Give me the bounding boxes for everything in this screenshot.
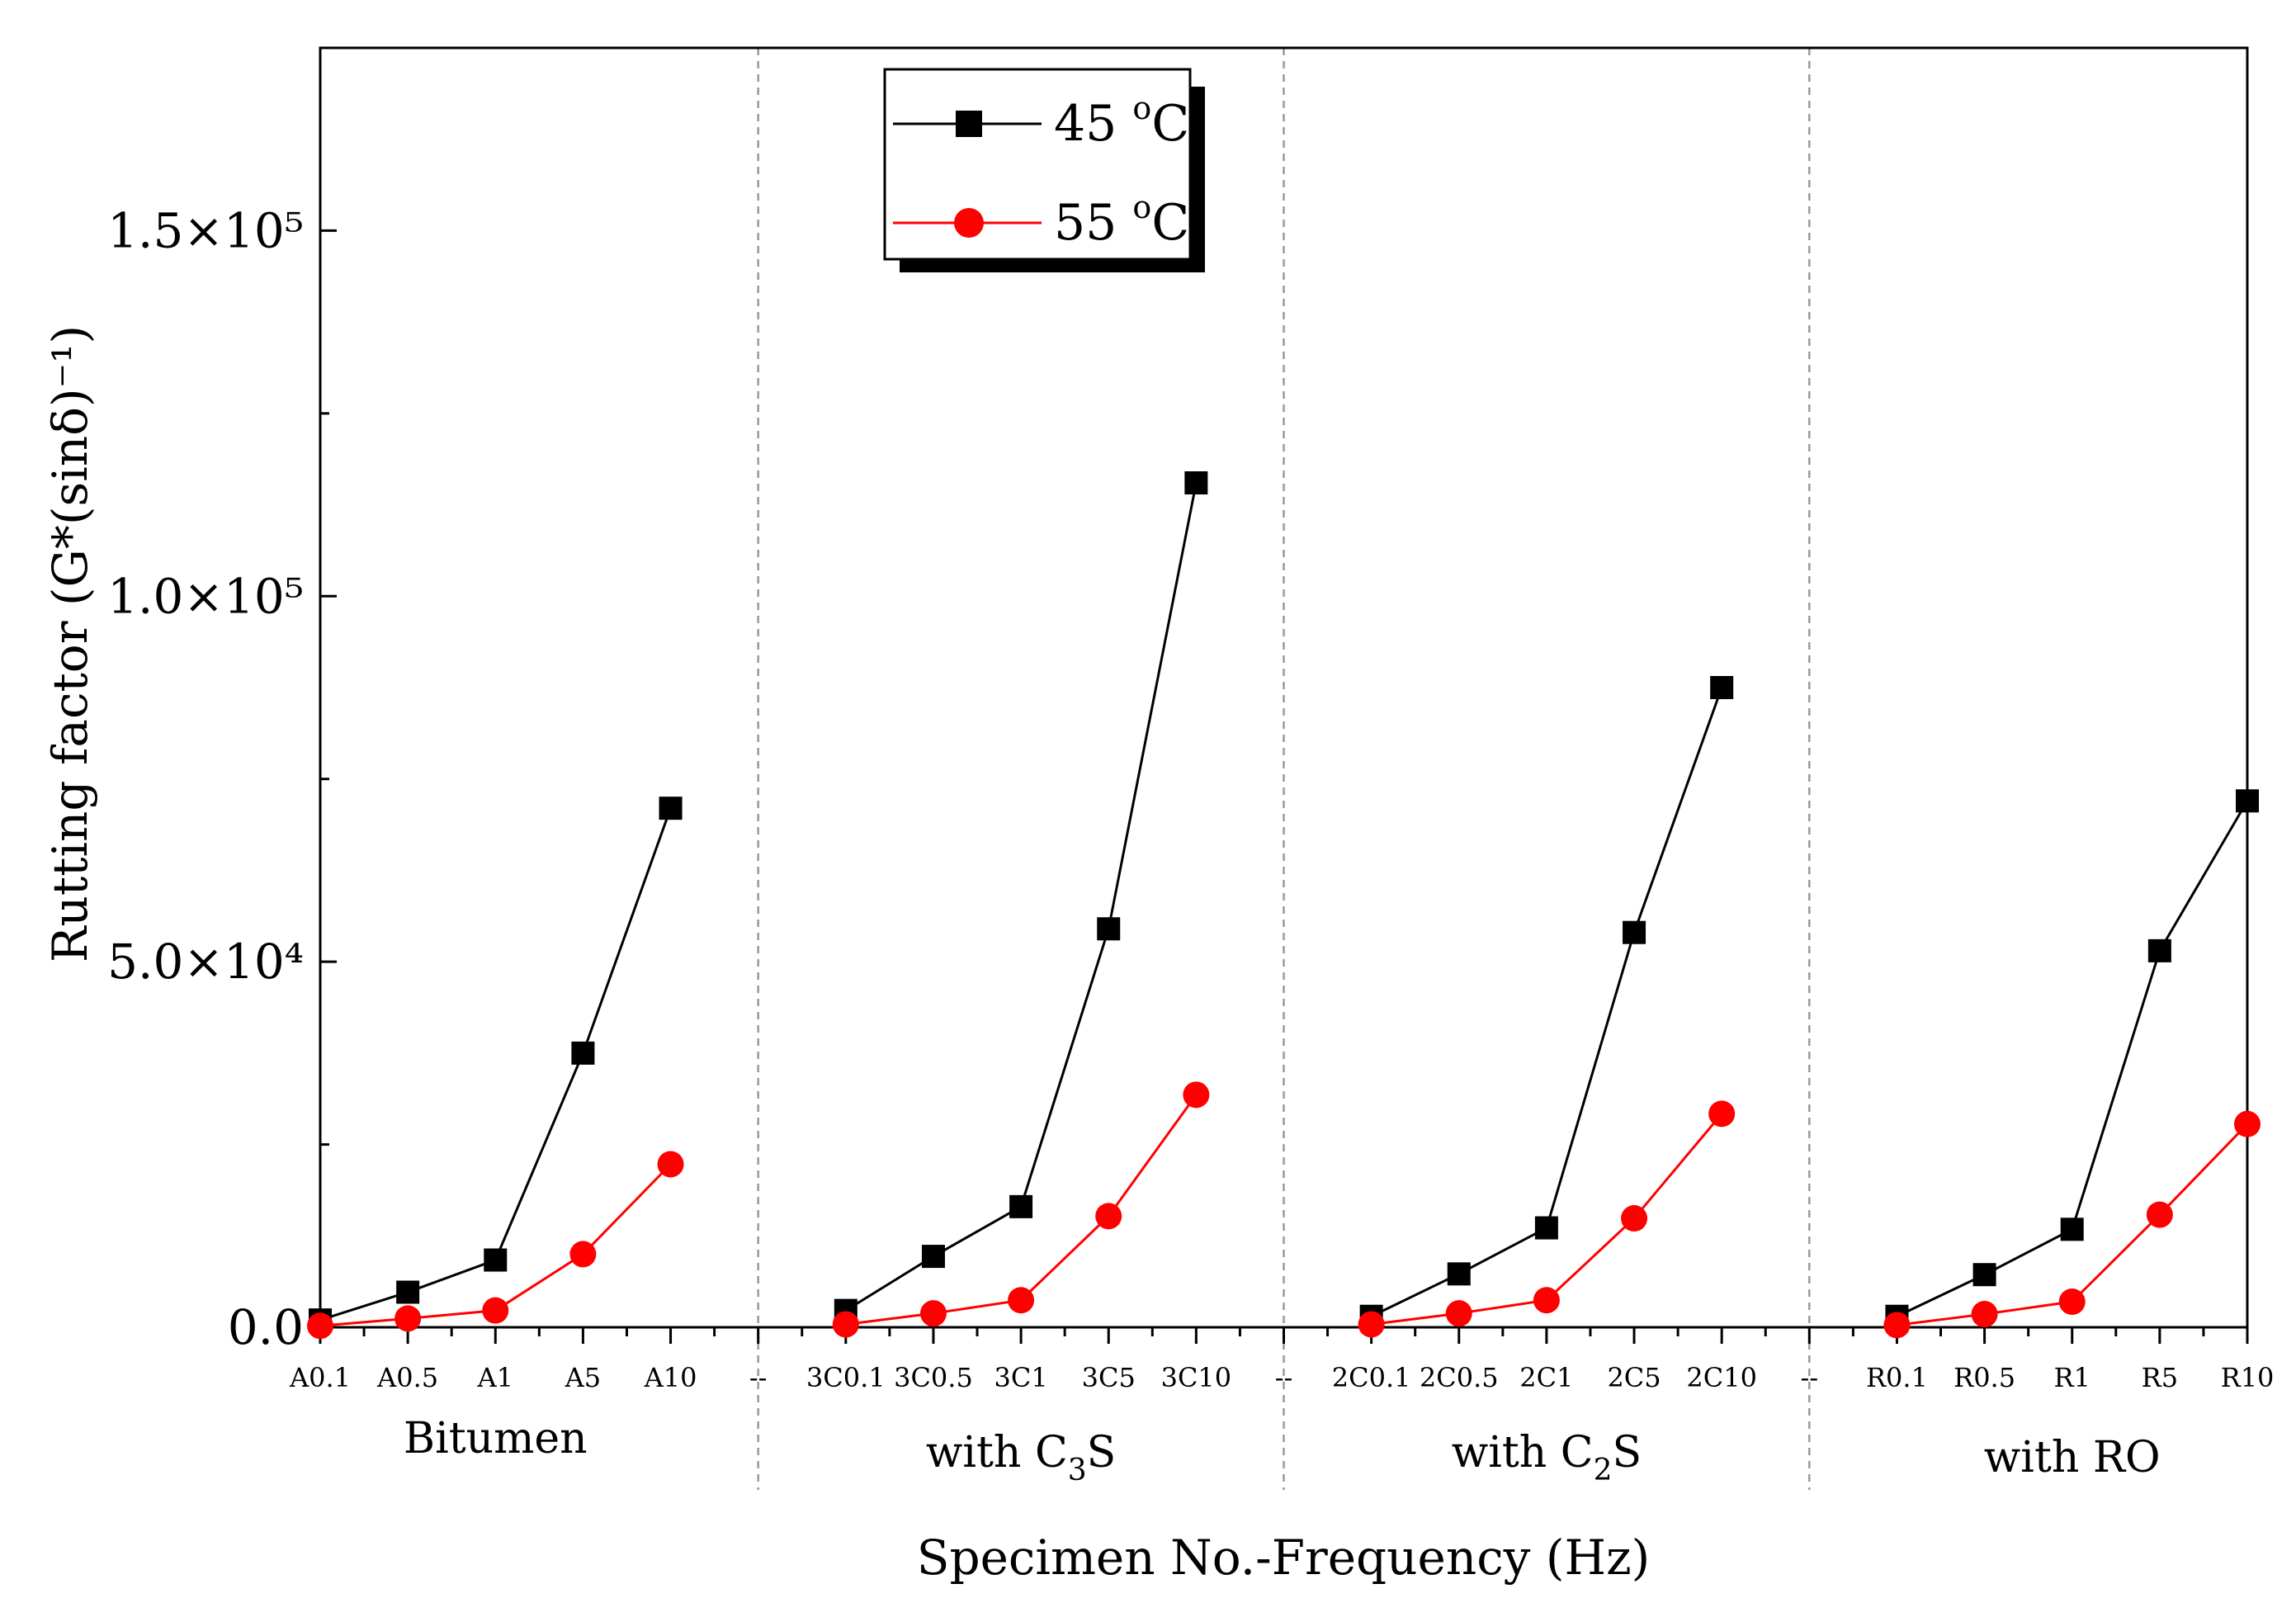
y-tick-label: 5.0×10⁴ [107, 934, 304, 990]
data-point [1883, 1312, 1911, 1339]
y-tick-label: 1.0×10⁵ [107, 568, 304, 624]
data-point [1358, 1311, 1385, 1338]
data-point [1972, 1263, 1996, 1287]
series-55C [307, 1081, 2261, 1340]
data-point [484, 1248, 508, 1272]
data-point [1710, 676, 1734, 699]
x-tick-label: R10 [2221, 1362, 2275, 1393]
data-point [1447, 1262, 1471, 1286]
x-tick-label: A0.1 [289, 1362, 351, 1393]
x-tick-label: R0.1 [1866, 1362, 1928, 1393]
data-point [307, 1312, 333, 1340]
x-axis-title: Specimen No.-Frequency (Hz) [917, 1530, 1651, 1586]
legend: 45 oC 55 oC [883, 68, 1205, 272]
data-point [1533, 1287, 1560, 1314]
legend-label: 55 oC [1054, 189, 1189, 252]
x-tick-label: A10 [644, 1362, 697, 1393]
series-line [319, 807, 672, 1321]
series-layer [307, 471, 2261, 1340]
x-tick-label: R0.5 [1953, 1362, 2015, 1393]
x-tick-label: A1 [477, 1362, 513, 1393]
x-tick-label: 2C0.1 [1332, 1362, 1411, 1393]
data-point [1008, 1287, 1035, 1314]
data-point [482, 1297, 509, 1324]
x-tick-label: 3C5 [1082, 1362, 1136, 1393]
legend-label: 45 oC [1054, 90, 1189, 153]
x-tick-label: 3C0.1 [806, 1362, 886, 1393]
data-point [2060, 1217, 2084, 1241]
data-point [1445, 1300, 1472, 1327]
x-tick-label: R1 [2054, 1362, 2090, 1393]
data-point [1184, 471, 1208, 494]
group-label: with RO [1984, 1433, 2161, 1482]
series-line [845, 482, 1198, 1312]
data-point [396, 1280, 420, 1304]
data-point [2058, 1288, 2086, 1315]
data-point [2234, 1110, 2261, 1137]
data-point [1971, 1301, 1998, 1328]
group-label: with C3S [926, 1428, 1116, 1487]
x-tick-label: -- [1275, 1362, 1293, 1393]
data-point [1009, 1194, 1033, 1218]
legend-box [883, 68, 1192, 261]
data-point [569, 1241, 597, 1268]
y-axis: 0.0 5.0×10⁴ 1.0×10⁵ 1.5×10⁵ [107, 202, 337, 1355]
group-label: Bitumen [404, 1414, 588, 1463]
data-point [657, 1151, 684, 1178]
y-axis-title: Rutting factor (G*(sinδ)⁻¹) [42, 325, 98, 962]
x-tick-label: 2C10 [1686, 1362, 1757, 1393]
data-point [1621, 1205, 1648, 1232]
x-tick-label: A5 [565, 1362, 601, 1393]
data-point [2236, 789, 2259, 813]
data-point [832, 1311, 859, 1338]
data-point [1183, 1081, 1210, 1109]
x-tick-label: -- [1801, 1362, 1819, 1393]
x-tick-label: 3C10 [1161, 1362, 1232, 1393]
y-tick-label: 1.5×10⁵ [107, 202, 304, 258]
group-label: with C2S [1452, 1428, 1642, 1487]
x-tick-label: 2C0.5 [1420, 1362, 1499, 1393]
data-point [919, 1300, 947, 1327]
data-point [394, 1305, 422, 1332]
data-point [1097, 917, 1121, 941]
data-point [1534, 1216, 1558, 1240]
data-point [2146, 1201, 2173, 1228]
x-tick-label: 3C0.5 [894, 1362, 973, 1393]
y-tick-label: 0.0 [228, 1299, 304, 1355]
x-tick-label: 2C5 [1607, 1362, 1661, 1393]
x-tick-label: -- [749, 1362, 768, 1393]
group-labels: Bitumen with C3S with C2S with RO [404, 1414, 2161, 1487]
data-point [921, 1245, 945, 1269]
x-tick-label: 3C1 [994, 1362, 1047, 1393]
x-tick-label: 2C1 [1519, 1362, 1573, 1393]
x-tick-label: A0.5 [376, 1362, 438, 1393]
x-axis: A0.1 A0.5 A1 A5 A10 -- 3C0.1 3C0.5 3C1 3C5 3C10 -- 2… [289, 1327, 2274, 1393]
data-point [2147, 939, 2171, 962]
data-point [1708, 1100, 1736, 1128]
legend-marker-circle [954, 208, 984, 238]
group-separators [757, 48, 1811, 1490]
data-point [571, 1041, 595, 1065]
data-point [1095, 1203, 1122, 1230]
data-point [1623, 920, 1646, 944]
legend-marker-square [956, 111, 982, 137]
data-point [659, 797, 683, 820]
x-tick-label: R5 [2142, 1362, 2178, 1393]
